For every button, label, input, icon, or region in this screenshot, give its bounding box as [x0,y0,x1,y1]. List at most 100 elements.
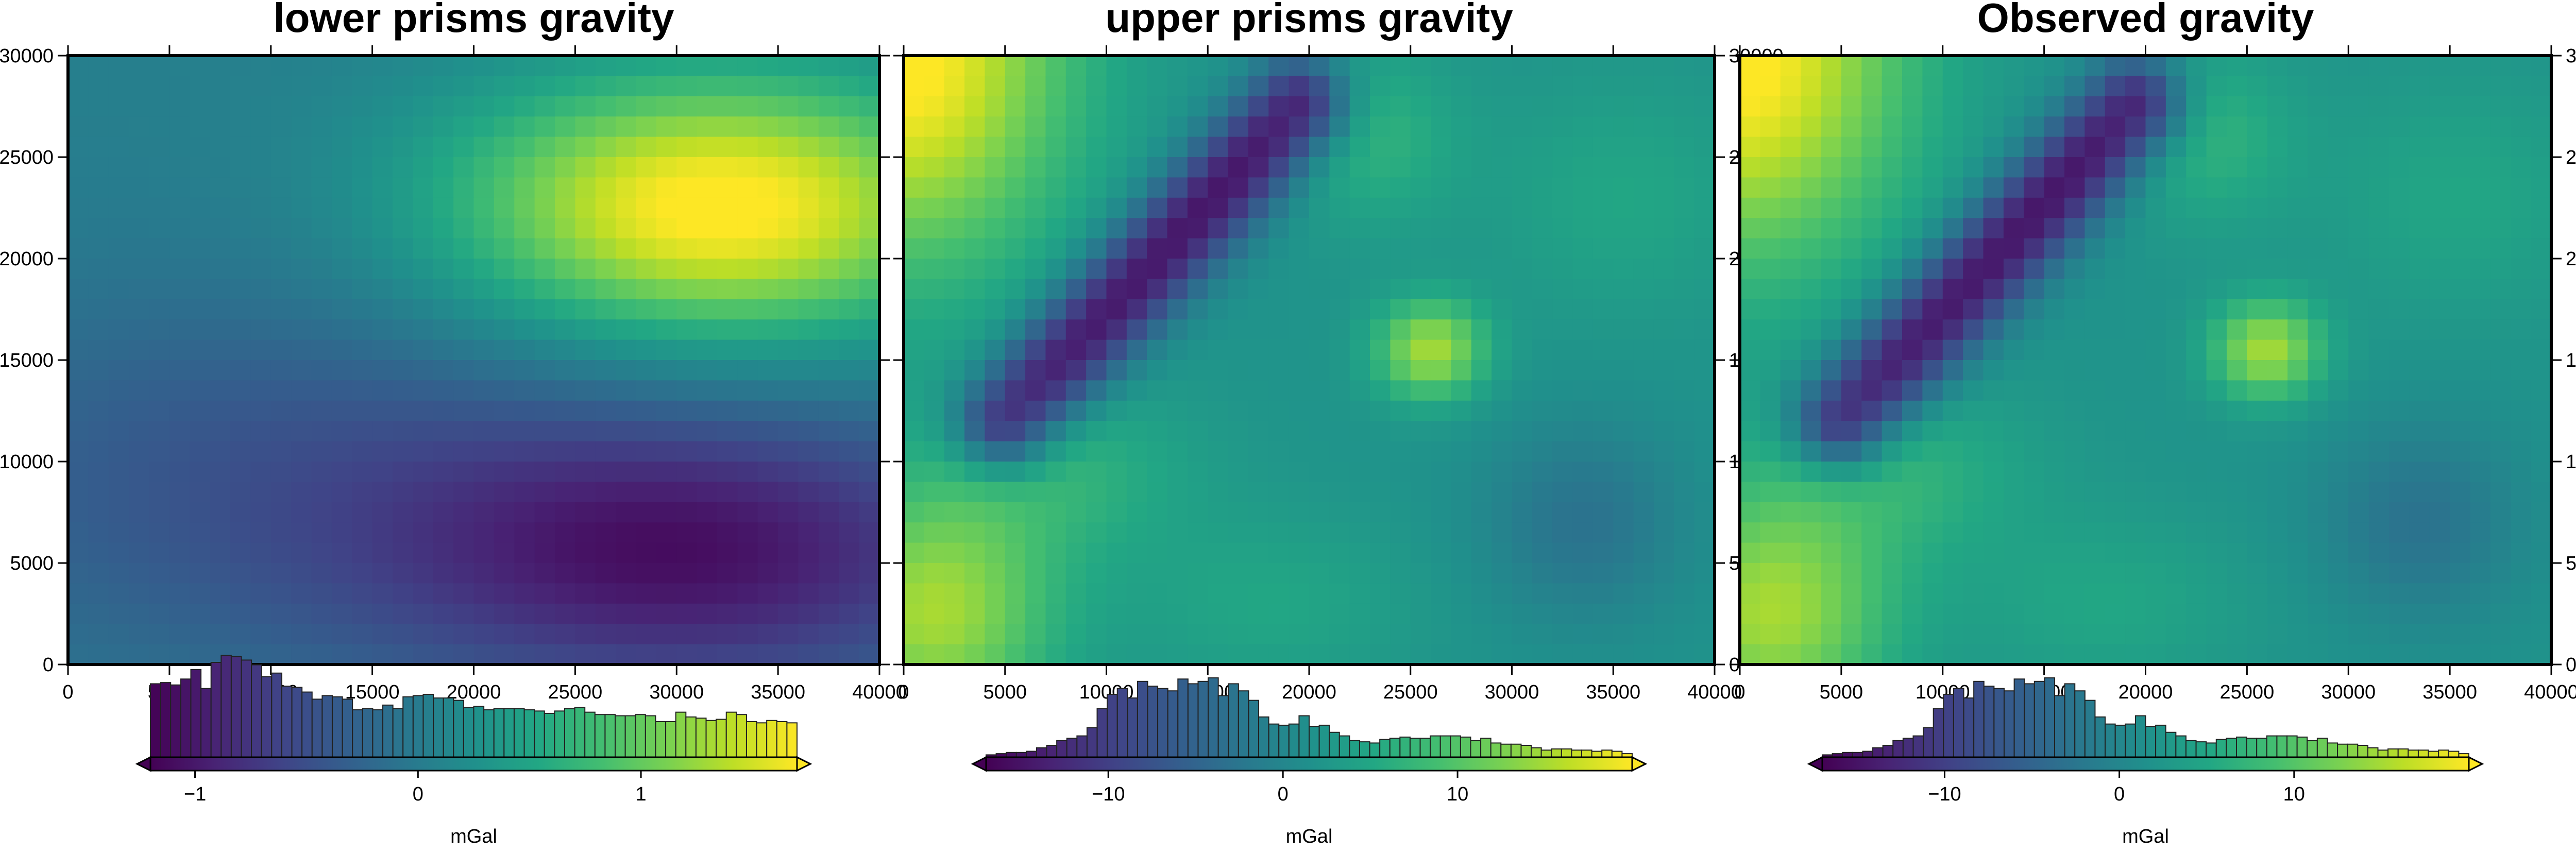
heatmap-cell [372,502,393,523]
heatmap-cell [1882,583,1903,604]
heatmap-cell [944,116,965,138]
heatmap-cell [778,279,799,300]
heatmap-cell [2511,56,2532,76]
x-tick-label: 0 [1734,681,1745,703]
heatmap-cell [778,96,799,117]
heatmap-cell [1329,441,1350,462]
heatmap-cell [1471,360,1492,381]
heatmap-cell [2247,137,2268,158]
heatmap-cell [230,441,251,462]
heatmap-cell [270,400,292,421]
heatmap-cell [636,421,657,442]
heatmap-cell [1780,603,1801,624]
heatmap-cell [250,319,272,340]
heatmap-cell [250,56,272,76]
heatmap-cell [1963,157,1984,178]
heatmap-cell [1882,462,1903,482]
heatmap-cell [2368,137,2389,158]
heatmap-cell [1963,137,1984,158]
heatmap-cell [2064,218,2085,239]
heatmap-cell [1492,360,1513,381]
histogram-bar [382,704,394,758]
heatmap-cell [1861,238,1883,259]
heatmap-cell [1674,319,1695,340]
heatmap-cell [964,563,985,584]
heatmap-cell [1309,421,1330,442]
heatmap-cell [2287,603,2309,624]
heatmap-cell [1983,502,2004,523]
heatmap-cell [1592,259,1614,279]
heatmap-cell [904,299,924,320]
heatmap-cell [1228,157,1249,178]
heatmap-cell [1167,339,1188,361]
heatmap-cell [1228,299,1249,320]
heatmap-cell [2024,644,2045,665]
heatmap-cell [2490,56,2511,76]
heatmap-cell [1492,502,1513,523]
heatmap-cell [2368,380,2389,401]
heatmap-cell [924,137,945,158]
histogram-bar [1107,694,1118,758]
heatmap-cell [1147,421,1168,442]
heatmap-cell [1431,360,1452,381]
heatmap-cell [839,583,860,604]
heatmap-cell [230,76,251,97]
heatmap-cell [514,218,535,239]
heatmap-cell [904,279,924,300]
heatmap-cell [595,299,616,320]
heatmap-cell [1922,56,1943,76]
heatmap-cell [636,157,657,178]
heatmap-cell [250,218,272,239]
heatmap-cell [2490,644,2511,665]
heatmap-cell [352,644,373,665]
heatmap-cell [2003,279,2024,300]
heatmap-cell [985,603,1006,624]
heatmap-cell [1801,482,1822,503]
heatmap-cell [595,522,616,543]
heatmap-cell [352,299,373,320]
heatmap-cell [433,563,454,584]
heatmap-cell [413,482,434,503]
heatmap-cell [2368,197,2389,218]
heatmap-cell [818,583,839,604]
heatmap-cell [1106,441,1127,462]
heatmap-cell [2511,360,2532,381]
heatmap-cell [129,56,150,76]
heatmap-cell [1841,137,1862,158]
heatmap-cell [616,339,637,361]
heatmap-cell [1922,482,1943,503]
heatmap-cell [737,563,758,584]
heatmap-cell [1492,218,1513,239]
heatmap-cell [1694,563,1715,584]
heatmap-cell [250,502,272,523]
heatmap-cell [2125,56,2146,76]
heatmap-cell [514,137,535,158]
heatmap-cell [494,279,515,300]
heatmap-cell [149,339,170,361]
heatmap-cell [88,482,109,503]
heatmap-cell [393,462,413,482]
heatmap-cell [1983,644,2004,665]
heatmap-cell [1410,137,1431,158]
heatmap-cell [2024,218,2045,239]
heatmap-cell [1780,624,1801,645]
heatmap-cell [2084,482,2106,503]
heatmap-cell [1471,218,1492,239]
heatmap-cell [1512,583,1533,604]
heatmap-cell [737,502,758,523]
heatmap-cell [210,380,231,401]
heatmap-cell [1451,644,1472,665]
heatmap-cell [68,299,89,320]
heatmap-cell [1922,238,1943,259]
heatmap-cell [1882,137,1903,158]
heatmap-cell [190,96,211,117]
heatmap-cell [1801,218,1822,239]
heatmap-cell [311,563,332,584]
heatmap-cell [1532,157,1553,178]
heatmap-cell [1147,238,1168,259]
heatmap-cell [1045,522,1066,543]
heatmap-cell [372,56,393,76]
heatmap-cell [1963,76,1984,97]
heatmap-cell [2531,76,2552,97]
heatmap-cell [1963,259,1984,279]
